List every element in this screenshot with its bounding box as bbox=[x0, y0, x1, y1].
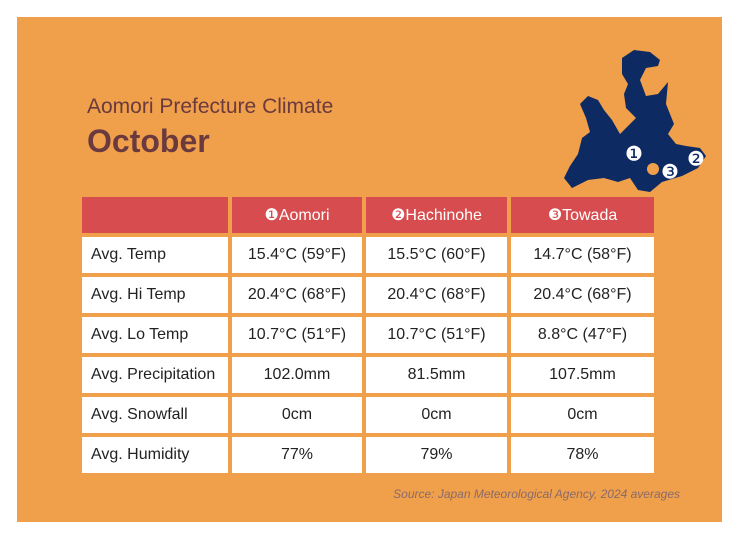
table-cell: 0cm bbox=[232, 397, 362, 433]
header-cell-hachinohe: ❷Hachinohe bbox=[366, 197, 507, 233]
page-subtitle: Aomori Prefecture Climate bbox=[87, 95, 334, 118]
table-cell: 10.7°C (51°F) bbox=[366, 317, 507, 353]
table-cell: 102.0mm bbox=[232, 357, 362, 393]
table-header-row: ❶Aomori ❷Hachinohe ❸Towada bbox=[82, 197, 654, 233]
header-cell-aomori: ❶Aomori bbox=[232, 197, 362, 233]
map-marker-aomori: ❶ bbox=[625, 142, 643, 166]
row-label: Avg. Precipitation bbox=[82, 357, 228, 393]
climate-card: Aomori Prefecture Climate October ❶ ❷ ❸ … bbox=[17, 17, 722, 522]
prefecture-shape bbox=[564, 50, 706, 192]
table-cell: 81.5mm bbox=[366, 357, 507, 393]
table-cell: 0cm bbox=[366, 397, 507, 433]
row-label: Avg. Lo Temp bbox=[82, 317, 228, 353]
table-cell: 15.4°C (59°F) bbox=[232, 237, 362, 273]
table-cell: 20.4°C (68°F) bbox=[511, 277, 654, 313]
row-label: Avg. Humidity bbox=[82, 437, 228, 473]
table-cell: 10.7°C (51°F) bbox=[232, 317, 362, 353]
table-row: Avg. Humidity 77% 79% 78% bbox=[82, 437, 654, 473]
table-row: Avg. Lo Temp 10.7°C (51°F) 10.7°C (51°F)… bbox=[82, 317, 654, 353]
row-label: Avg. Hi Temp bbox=[82, 277, 228, 313]
aomori-prefecture-map: ❶ ❷ ❸ bbox=[564, 50, 706, 192]
table-cell: 0cm bbox=[511, 397, 654, 433]
table-cell: 78% bbox=[511, 437, 654, 473]
table-cell: 8.8°C (47°F) bbox=[511, 317, 654, 353]
table-cell: 14.7°C (58°F) bbox=[511, 237, 654, 273]
header-cell-blank bbox=[82, 197, 228, 233]
table-cell: 20.4°C (68°F) bbox=[366, 277, 507, 313]
climate-table: ❶Aomori ❷Hachinohe ❸Towada Avg. Temp 15.… bbox=[78, 193, 658, 477]
row-label: Avg. Snowfall bbox=[82, 397, 228, 433]
map-marker-hachinohe: ❷ bbox=[687, 147, 705, 171]
table-cell: 79% bbox=[366, 437, 507, 473]
table-row: Avg. Snowfall 0cm 0cm 0cm bbox=[82, 397, 654, 433]
page-title: October bbox=[87, 123, 210, 159]
header-cell-towada: ❸Towada bbox=[511, 197, 654, 233]
table-row: Avg. Hi Temp 20.4°C (68°F) 20.4°C (68°F)… bbox=[82, 277, 654, 313]
source-note: Source: Japan Meteorological Agency, 202… bbox=[393, 487, 680, 501]
map-marker-bg bbox=[647, 163, 659, 175]
map-marker-towada: ❸ bbox=[661, 160, 679, 184]
row-label: Avg. Temp bbox=[82, 237, 228, 273]
table-cell: 77% bbox=[232, 437, 362, 473]
table-row: Avg. Temp 15.4°C (59°F) 15.5°C (60°F) 14… bbox=[82, 237, 654, 273]
table-cell: 107.5mm bbox=[511, 357, 654, 393]
table-row: Avg. Precipitation 102.0mm 81.5mm 107.5m… bbox=[82, 357, 654, 393]
table-cell: 20.4°C (68°F) bbox=[232, 277, 362, 313]
table-cell: 15.5°C (60°F) bbox=[366, 237, 507, 273]
